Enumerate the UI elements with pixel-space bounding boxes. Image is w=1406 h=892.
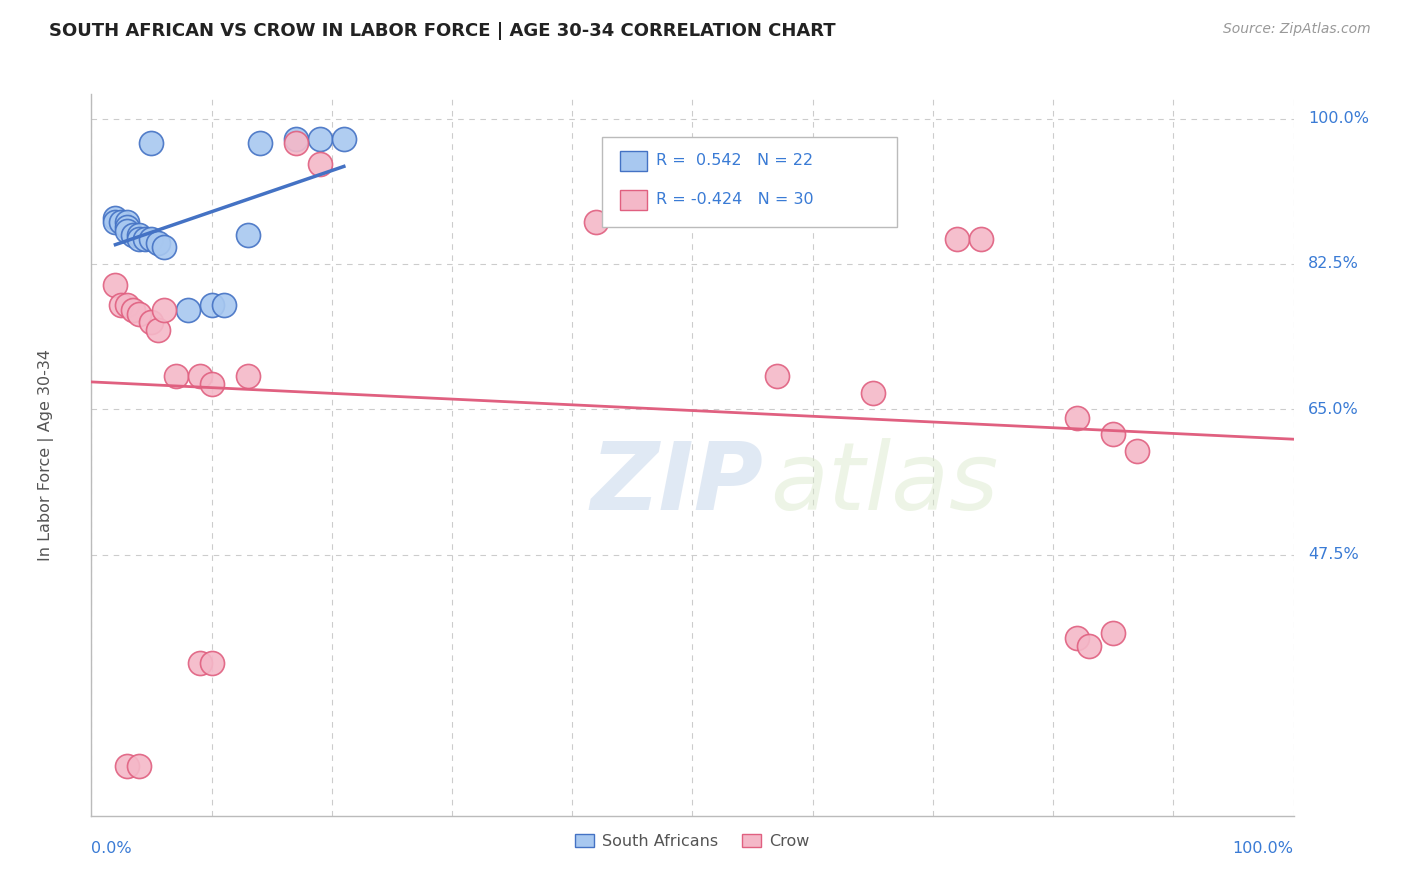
- Point: [1078, 639, 1101, 653]
- Point: [152, 302, 174, 317]
- Point: [236, 369, 259, 384]
- Text: 65.0%: 65.0%: [1308, 401, 1358, 417]
- Text: Source: ZipAtlas.com: Source: ZipAtlas.com: [1223, 22, 1371, 37]
- Point: [117, 215, 139, 229]
- Point: [141, 136, 163, 151]
- Point: [201, 656, 224, 670]
- FancyBboxPatch shape: [620, 190, 647, 210]
- Point: [110, 298, 132, 312]
- Point: [117, 219, 139, 234]
- Text: 47.5%: 47.5%: [1308, 547, 1358, 562]
- Text: In Labor Force | Age 30-34: In Labor Force | Age 30-34: [38, 349, 53, 561]
- Point: [122, 227, 145, 242]
- Point: [165, 369, 187, 384]
- Point: [141, 315, 163, 329]
- Point: [141, 232, 163, 246]
- FancyBboxPatch shape: [620, 151, 647, 171]
- Point: [308, 157, 330, 171]
- Text: R = -0.424   N = 30: R = -0.424 N = 30: [657, 193, 814, 207]
- Point: [308, 132, 330, 146]
- Point: [104, 277, 127, 292]
- Point: [970, 232, 993, 246]
- FancyBboxPatch shape: [602, 137, 897, 227]
- Text: 100.0%: 100.0%: [1308, 112, 1369, 126]
- Point: [236, 227, 259, 242]
- Point: [1126, 443, 1149, 458]
- Point: [104, 211, 127, 226]
- Point: [117, 298, 139, 312]
- Point: [117, 759, 139, 773]
- Text: atlas: atlas: [770, 438, 998, 529]
- Point: [946, 232, 969, 246]
- Point: [1102, 427, 1125, 442]
- Point: [249, 136, 271, 151]
- Point: [128, 307, 150, 321]
- Point: [284, 132, 307, 146]
- Point: [188, 369, 211, 384]
- Point: [128, 227, 150, 242]
- Text: SOUTH AFRICAN VS CROW IN LABOR FORCE | AGE 30-34 CORRELATION CHART: SOUTH AFRICAN VS CROW IN LABOR FORCE | A…: [49, 22, 835, 40]
- Point: [681, 174, 703, 188]
- Text: 0.0%: 0.0%: [91, 841, 132, 856]
- Point: [128, 232, 150, 246]
- Text: ZIP: ZIP: [591, 438, 763, 530]
- Point: [333, 132, 356, 146]
- Point: [212, 298, 235, 312]
- Point: [201, 377, 224, 392]
- Text: 82.5%: 82.5%: [1308, 256, 1358, 271]
- Point: [1066, 631, 1088, 645]
- Point: [117, 224, 139, 238]
- Point: [110, 215, 132, 229]
- Text: 100.0%: 100.0%: [1233, 841, 1294, 856]
- Point: [862, 385, 884, 400]
- Point: [134, 232, 156, 246]
- Point: [585, 215, 607, 229]
- Point: [188, 656, 211, 670]
- Text: R =  0.542   N = 22: R = 0.542 N = 22: [657, 153, 814, 169]
- Point: [122, 302, 145, 317]
- Point: [176, 302, 198, 317]
- Point: [1066, 410, 1088, 425]
- Point: [146, 236, 169, 251]
- Legend: South Africans, Crow: South Africans, Crow: [568, 827, 817, 855]
- Point: [284, 136, 307, 151]
- Point: [146, 323, 169, 337]
- Point: [765, 369, 787, 384]
- Point: [104, 215, 127, 229]
- Point: [1102, 626, 1125, 640]
- Point: [152, 240, 174, 254]
- Point: [201, 298, 224, 312]
- Point: [128, 759, 150, 773]
